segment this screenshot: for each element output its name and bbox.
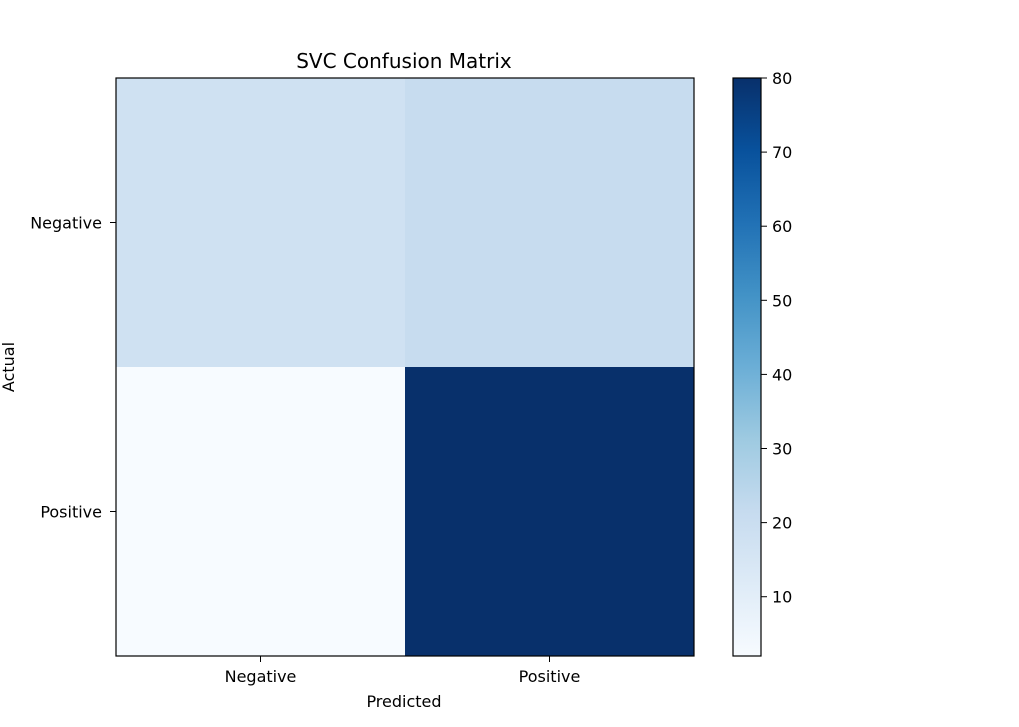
- heatmap-cells: [116, 78, 694, 656]
- colorbar-tick-label: 20: [772, 514, 792, 533]
- colorbar-tick-label: 10: [772, 588, 792, 607]
- colorbar-tick-label: 80: [772, 69, 792, 88]
- plot-frame: [115, 77, 695, 657]
- colorbar-tick-label: 60: [772, 217, 792, 236]
- heatmap-cell: [116, 367, 405, 656]
- colorbar-tick-label: 70: [772, 143, 792, 162]
- y-axis-ticks: Negative Positive: [30, 214, 116, 522]
- heatmap-cell: [116, 78, 405, 367]
- y-tick-label: Negative: [30, 214, 102, 233]
- colorbar-tick-label: 30: [772, 440, 792, 459]
- colorbar-tick-label: 50: [772, 291, 792, 310]
- y-tick-label: Positive: [40, 503, 102, 522]
- x-axis-label: Predicted: [366, 692, 441, 711]
- colorbar-tick-label: 40: [772, 365, 792, 384]
- x-tick-label: Positive: [519, 667, 581, 686]
- x-axis-ticks: Negative Positive: [225, 656, 581, 686]
- heatmap-cell: [405, 367, 694, 656]
- colorbar: [732, 77, 762, 657]
- y-axis-label: Actual: [0, 342, 18, 392]
- heatmap-cell: [405, 78, 694, 367]
- x-tick-label: Negative: [225, 667, 297, 686]
- colorbar-ticks: 10 20 30 40 50 60 70 80: [761, 69, 792, 607]
- chart-title: SVC Confusion Matrix: [296, 49, 512, 73]
